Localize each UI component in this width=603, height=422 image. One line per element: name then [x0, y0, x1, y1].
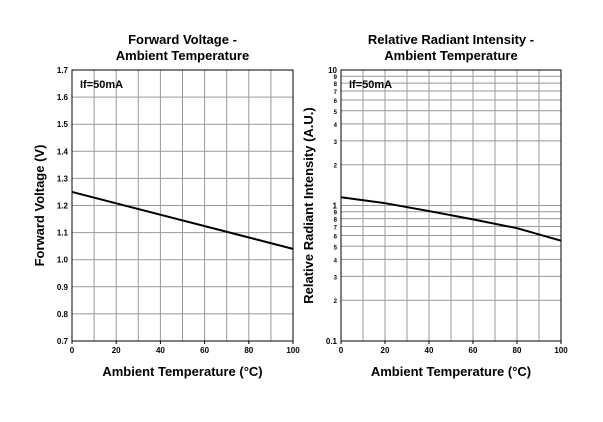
y-tick-label: 8 [334, 218, 338, 224]
x-tick-label: 60 [469, 346, 478, 355]
chart-title: Forward Voltage - [128, 32, 237, 47]
y-tick-label: 3 [334, 275, 338, 281]
plot-frame [71, 69, 294, 342]
x-tick-label: 100 [554, 346, 568, 355]
x-tick-label: 100 [286, 346, 300, 355]
y-tick-label: 1.4 [57, 147, 69, 156]
y-tick-label: 7 [334, 225, 338, 231]
y-tick-label: 4 [334, 258, 338, 264]
y-tick-label: 8 [334, 82, 338, 88]
y-tick-label: 2 [334, 164, 338, 170]
x-tick-label: 80 [244, 346, 253, 355]
x-tick-label: 0 [70, 346, 75, 355]
y-tick-label: 6 [334, 235, 338, 241]
data-line [71, 190, 294, 250]
y-tick-label: 1 [333, 202, 338, 211]
y-tick-label: 9 [334, 75, 338, 81]
x-axis-label: Ambient Temperature (°C) [371, 364, 531, 379]
y-tick-label: 1.6 [57, 93, 69, 102]
y-tick-label: 7 [334, 90, 338, 96]
y-tick-label: 0.9 [57, 283, 69, 292]
annotation: If=50mA [349, 79, 392, 91]
y-tick-label: 1.2 [57, 202, 69, 211]
y-tick-label: 0.8 [57, 310, 69, 319]
x-axis-label: Ambient Temperature (°C) [102, 364, 262, 379]
y-tick-label: 3 [334, 140, 338, 146]
chart-title: Ambient Temperature [116, 48, 249, 63]
y-tick-label: 1.3 [57, 174, 69, 183]
y-tick-label: 4 [334, 123, 338, 129]
y-tick-label: 0.1 [326, 337, 338, 346]
y-tick-label: 1.7 [57, 66, 69, 75]
x-tick-label: 80 [513, 346, 522, 355]
y-tick-label: 1.1 [57, 229, 69, 238]
annotation: If=50mA [80, 79, 123, 91]
y-axis-label: Forward Voltage (V) [32, 145, 47, 267]
data-line [340, 196, 562, 242]
chart-title: Ambient Temperature [384, 48, 517, 63]
y-tick-label: 6 [334, 99, 338, 105]
y-tick-label: 1.0 [57, 256, 69, 265]
y-tick-label: 1.5 [57, 120, 69, 129]
plot-frame [340, 69, 562, 342]
y-tick-label: 9 [334, 211, 338, 217]
y-tick-label: 5 [334, 110, 338, 116]
x-tick-label: 40 [425, 346, 434, 355]
x-tick-label: 20 [381, 346, 390, 355]
x-tick-label: 60 [200, 346, 209, 355]
y-tick-label: 10 [328, 66, 337, 75]
chart-title: Relative Radiant Intensity - [368, 32, 534, 47]
x-tick-label: 40 [156, 346, 165, 355]
x-tick-label: 20 [112, 346, 121, 355]
y-tick-label: 2 [334, 299, 338, 305]
y-tick-label: 5 [334, 245, 338, 251]
y-tick-label: 0.7 [57, 337, 69, 346]
x-tick-label: 0 [339, 346, 344, 355]
y-axis-label: Relative Radiant Intensity (A.U.) [301, 107, 316, 303]
